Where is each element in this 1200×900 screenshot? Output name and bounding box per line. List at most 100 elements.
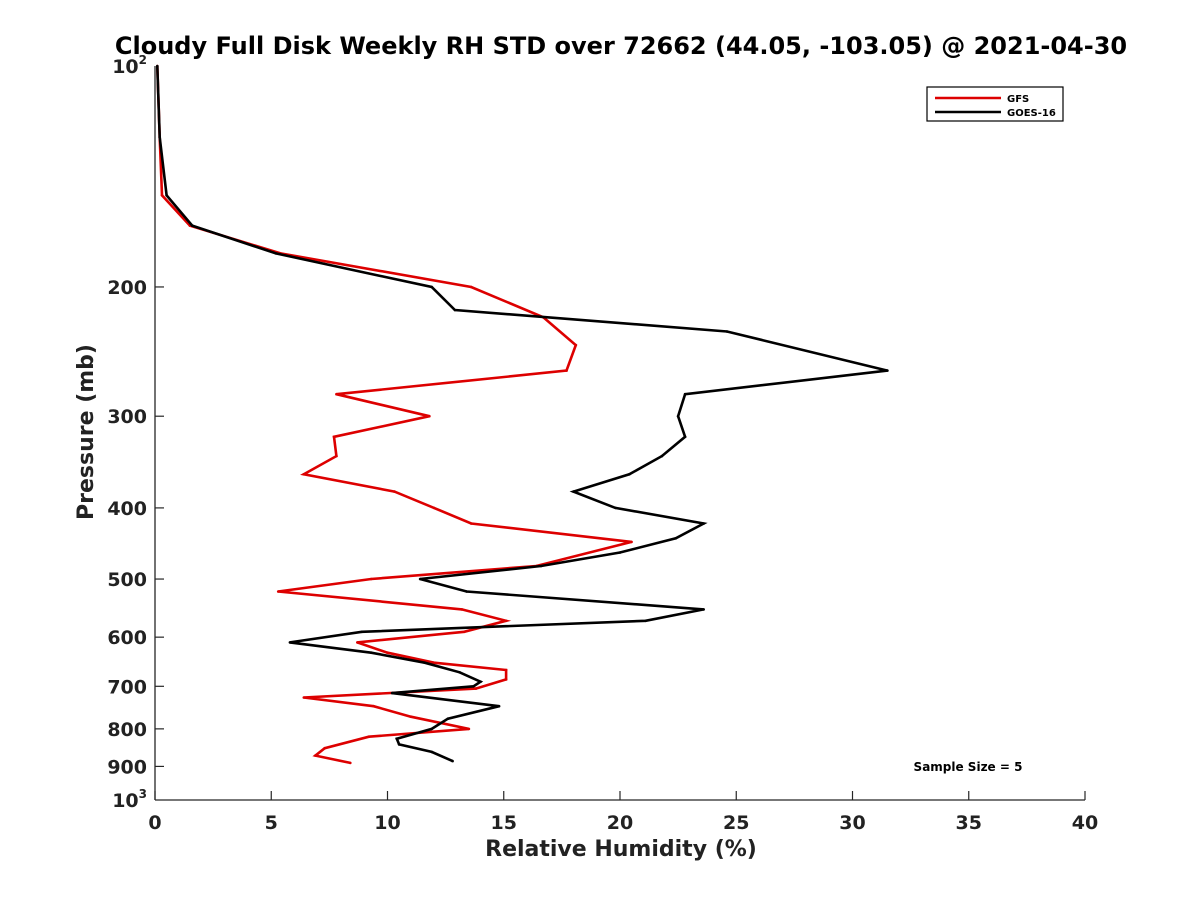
legend: GFS GOES-16 [926,86,1064,122]
data-point [453,308,457,312]
data-point [423,661,427,664]
x-tick-label: 25 [723,812,749,834]
data-point [725,330,729,333]
data-point [504,619,508,623]
data-point [274,252,278,255]
series-gfs [156,64,633,765]
y-tick-base: 10 [112,790,138,812]
data-point [474,687,478,690]
y-tick-label: 102 [112,53,147,78]
data-point [451,759,454,763]
data-point [335,392,338,396]
x-tick-label: 0 [148,812,161,834]
data-point [432,661,436,664]
data-point [160,194,164,197]
data-point [565,369,568,372]
data-point [446,717,450,720]
series-line [156,65,632,765]
legend-label: GOES-16 [1007,108,1056,119]
data-point [628,473,631,476]
data-point [465,590,468,593]
data-point [462,630,466,634]
x-tick-label: 20 [607,812,633,834]
data-point [504,668,508,672]
data-point [418,577,422,581]
data-point [156,64,159,68]
data-point [369,577,373,581]
data-point [430,727,434,731]
data-point [409,715,413,718]
data-point [428,414,431,418]
data-point [458,671,461,674]
data-point [367,735,371,738]
data-point [539,564,543,568]
axes [154,66,1085,801]
x-axis-label: Relative Humidity (%) [485,837,757,862]
series-goes-16 [156,64,889,763]
y-tick-label: 200 [107,277,147,299]
data-point [572,490,575,493]
data-point [467,727,471,731]
data-point [395,737,399,740]
data-point [158,135,161,139]
data-point [332,435,336,439]
data-point [469,522,473,525]
data-point [660,454,664,458]
y-tick-label: 800 [107,719,147,741]
data-point [356,641,359,644]
data-point [702,608,705,611]
data-point [614,506,617,510]
y-tick-label: 700 [107,676,147,698]
y-tick-label: 103 [112,787,147,812]
series-line [156,65,888,763]
y-tick-label: 300 [107,406,147,428]
data-point [472,685,475,688]
legend-box [926,86,1064,122]
x-tick-label: 40 [1072,812,1098,834]
data-point [430,750,434,754]
data-point [886,369,889,372]
y-tick-label: 900 [107,756,147,778]
data-point [369,651,373,654]
data-point [335,454,338,458]
data-point [397,743,401,746]
x-tick-label: 35 [956,812,982,834]
data-point [386,651,389,654]
data-point [432,506,436,510]
chart-title: Cloudy Full Disk Weekly RH STD over 7266… [115,32,1127,60]
data-point [302,696,306,699]
y-tick-exponent: 3 [139,787,147,801]
data-point [574,343,578,347]
y-tick-exponent: 2 [139,53,147,67]
series-layer [156,64,889,765]
data-point [190,224,194,227]
data-point [390,691,394,695]
y-tick-label: 500 [107,569,147,591]
y-tick-label: 400 [107,498,147,520]
data-point [393,490,396,493]
x-tick-label: 30 [839,812,865,834]
data-point [630,540,633,544]
data-point [276,590,280,593]
x-tick-label: 5 [265,812,278,834]
data-point [469,285,473,289]
data-point [165,194,168,197]
data-point [302,473,306,476]
data-point [683,435,687,439]
data-point [702,522,705,525]
legend-label: GFS [1007,94,1029,105]
data-point [479,680,482,683]
data-point [360,630,364,634]
data-point [323,746,327,750]
data-point [288,641,292,644]
data-point [618,551,622,554]
data-point [504,678,508,681]
data-point [683,392,687,396]
y-tick-label: 600 [107,627,147,649]
data-point [674,537,678,540]
data-point [430,285,434,289]
sample-size-annotation: Sample Size = 5 [914,760,1023,774]
data-point [460,608,464,611]
y-tick-base: 10 [112,56,138,78]
